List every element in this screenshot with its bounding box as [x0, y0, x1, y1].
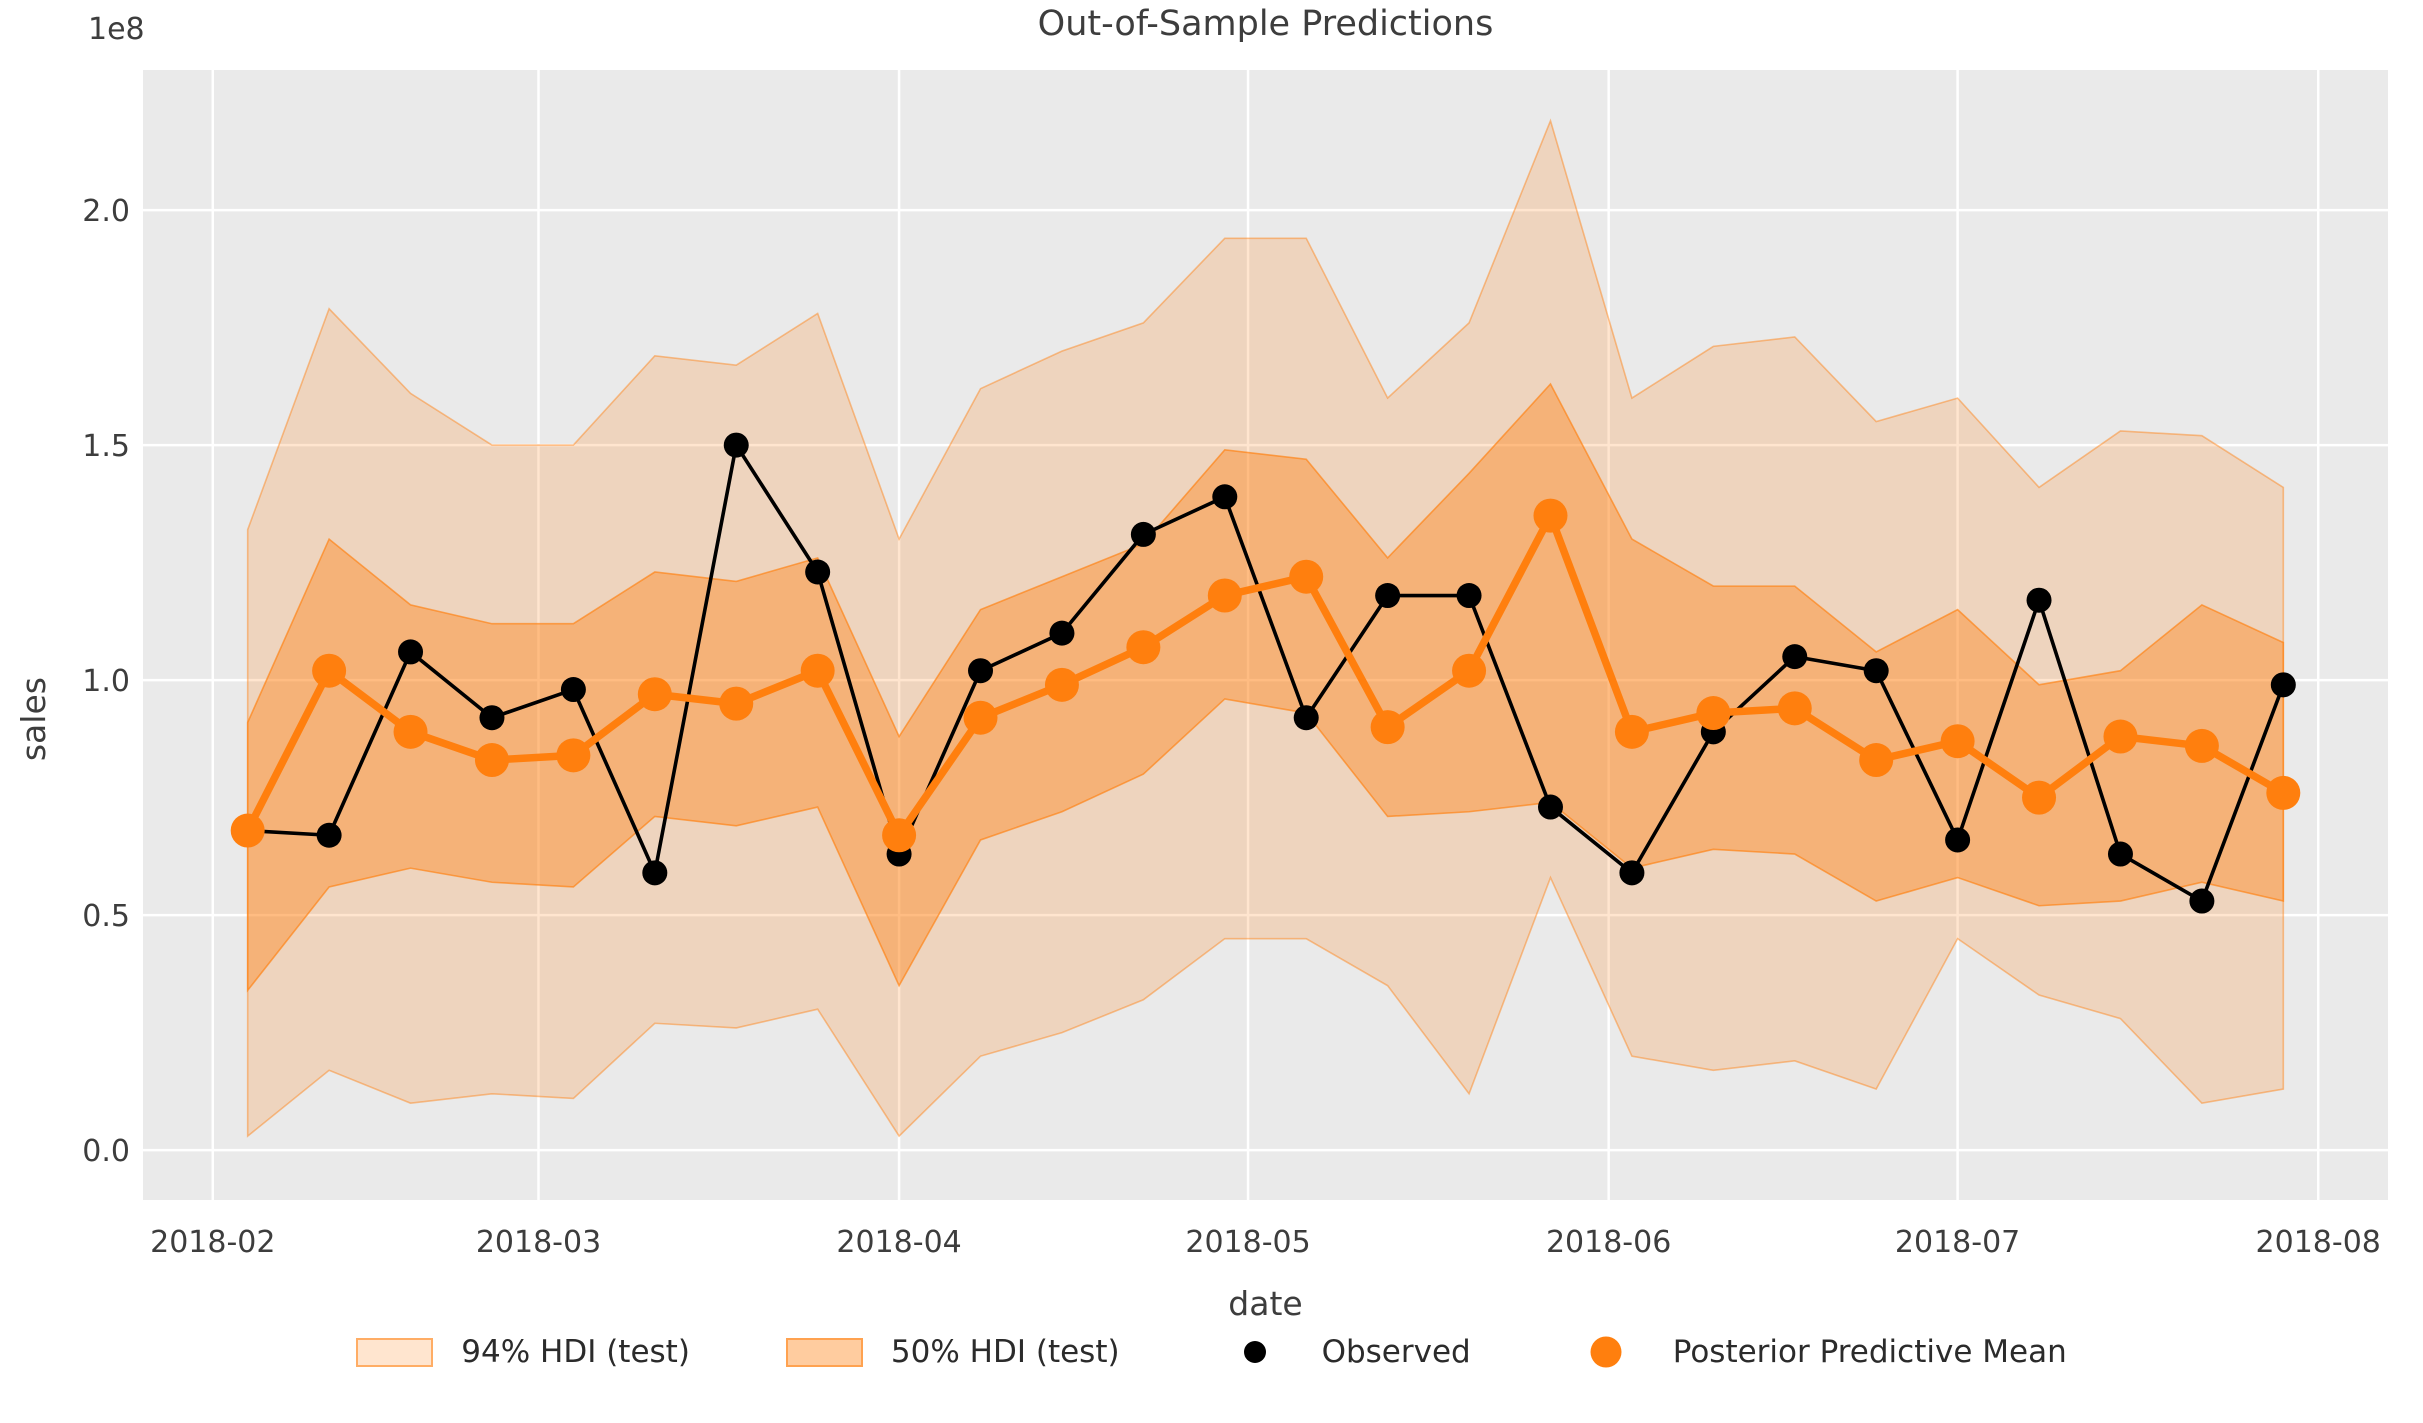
- svg-text:2018-05: 2018-05: [1185, 1225, 1310, 1260]
- 94-hdi-patch-icon: [356, 1337, 434, 1367]
- svg-text:0.0: 0.0: [82, 1134, 130, 1169]
- svg-text:2018-06: 2018-06: [1546, 1225, 1671, 1260]
- y-axis-offset-label: 1e8: [88, 12, 145, 47]
- svg-text:2018-02: 2018-02: [150, 1225, 275, 1260]
- legend-label: 94% HDI (test): [461, 1334, 690, 1370]
- svg-text:2018-08: 2018-08: [2256, 1225, 2381, 1260]
- svg-text:1.5: 1.5: [82, 429, 130, 464]
- chart-title: Out-of-Sample Predictions: [1037, 4, 1494, 44]
- legend-item-observed: Observed: [1216, 1334, 1471, 1370]
- legend: 94% HDI (test) 50% HDI (test) Observed P…: [0, 1334, 2423, 1370]
- legend-item-50-hdi: 50% HDI (test): [785, 1334, 1120, 1370]
- y-axis-label: sales: [14, 677, 53, 762]
- 50-hdi-patch-icon: [785, 1337, 863, 1367]
- svg-text:0.5: 0.5: [82, 899, 130, 934]
- legend-label: Observed: [1321, 1334, 1471, 1370]
- legend-label: 50% HDI (test): [890, 1334, 1120, 1370]
- svg-text:2.0: 2.0: [82, 194, 130, 229]
- svg-text:2018-07: 2018-07: [1895, 1225, 2020, 1260]
- svg-text:2018-03: 2018-03: [476, 1225, 601, 1260]
- legend-label: Posterior Predictive Mean: [1672, 1334, 2067, 1370]
- x-axis-label: date: [1228, 1284, 1303, 1323]
- legend-item-posterior-mean: Posterior Predictive Mean: [1567, 1334, 2067, 1370]
- svg-text:1.0: 1.0: [82, 664, 130, 699]
- svg-text:2018-04: 2018-04: [836, 1225, 961, 1260]
- legend-item-94-hdi: 94% HDI (test): [356, 1334, 690, 1370]
